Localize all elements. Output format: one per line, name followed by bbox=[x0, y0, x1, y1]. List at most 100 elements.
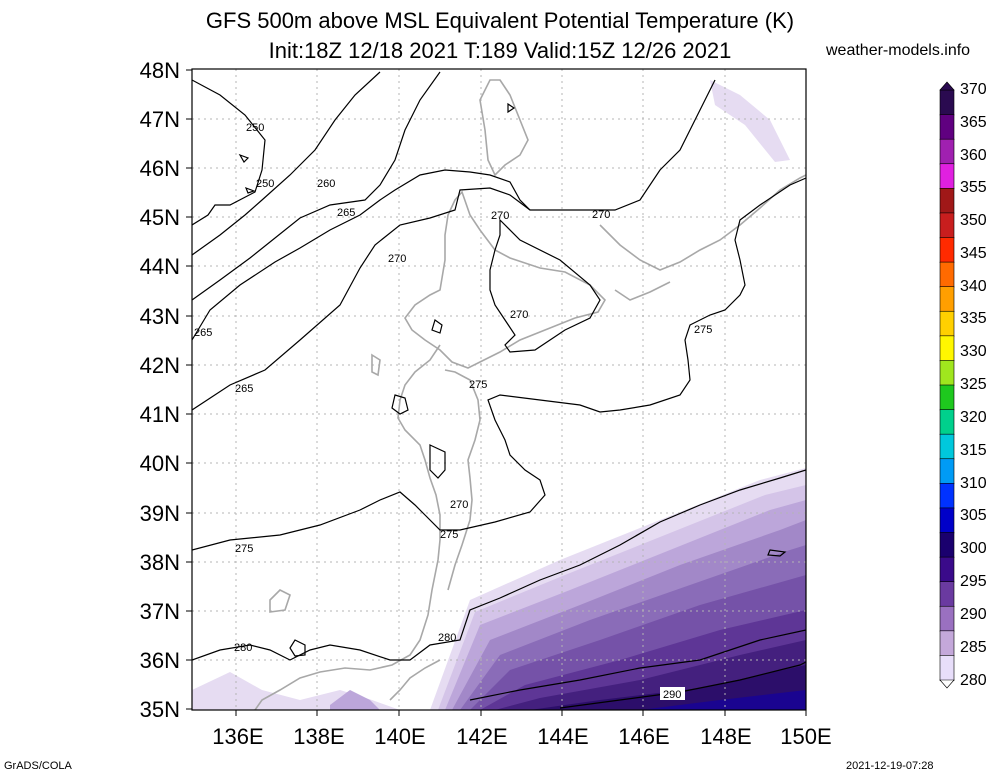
colorbar-label: 330 bbox=[960, 343, 987, 360]
contour-label: 280 bbox=[234, 642, 252, 654]
colorbar-swatch bbox=[939, 532, 955, 558]
map-title: GFS 500m above MSL Equivalent Potential … bbox=[205, 8, 795, 33]
contour-label: 290 bbox=[663, 689, 681, 701]
lat-label: 42N bbox=[140, 353, 180, 378]
colorbar-label: 350 bbox=[960, 212, 987, 229]
colorbar-swatch bbox=[939, 138, 955, 165]
lon-label: 142E bbox=[456, 724, 507, 749]
colorbar-swatch bbox=[939, 188, 955, 214]
lat-label: 45N bbox=[140, 205, 180, 230]
lat-label: 38N bbox=[140, 550, 180, 575]
lon-label: 138E bbox=[293, 724, 344, 749]
colorbar-label: 335 bbox=[960, 310, 987, 327]
contour-label: 265 bbox=[337, 207, 355, 219]
lon-label: 150E bbox=[780, 724, 831, 749]
lat-label: 46N bbox=[140, 156, 180, 181]
colorbar-swatch bbox=[939, 409, 955, 435]
lat-label: 40N bbox=[140, 451, 180, 476]
lat-label: 48N bbox=[140, 58, 180, 83]
contour-label: 260 bbox=[317, 178, 335, 190]
colorbar-top-arrow bbox=[939, 81, 955, 91]
contour-label: 275 bbox=[440, 529, 458, 541]
colorbar-swatch bbox=[939, 89, 955, 116]
lon-label: 148E bbox=[700, 724, 751, 749]
colorbar-label: 340 bbox=[960, 278, 987, 295]
coastlines bbox=[254, 79, 806, 710]
colorbar-swatch bbox=[939, 261, 955, 288]
contour-label: 275 bbox=[694, 324, 712, 336]
colorbar-label: 290 bbox=[960, 606, 987, 623]
lon-labels: 136E 138E 140E 142E 144E 146E 148E 150E bbox=[212, 724, 831, 749]
contour-label: 265 bbox=[235, 383, 253, 395]
colorbar-label: 295 bbox=[960, 573, 987, 590]
contour-label: 250 bbox=[256, 178, 274, 190]
colorbar-label: 300 bbox=[960, 540, 987, 557]
contour-lines bbox=[192, 71, 806, 709]
contour-label: 270 bbox=[388, 253, 406, 265]
contour-label-box bbox=[660, 687, 685, 700]
graticule bbox=[192, 69, 806, 710]
axis-ticks bbox=[186, 69, 807, 716]
colorbar-swatch bbox=[939, 212, 955, 239]
colorbar-label: 305 bbox=[960, 507, 987, 524]
contour-label: 270 bbox=[491, 210, 509, 222]
colorbar-label: 320 bbox=[960, 409, 987, 426]
colorbar-swatch bbox=[939, 483, 955, 509]
colorbar-label: 315 bbox=[960, 442, 987, 459]
contour-label: 275 bbox=[469, 379, 487, 391]
lon-label: 146E bbox=[618, 724, 669, 749]
contour-label: 265 bbox=[194, 327, 212, 339]
colorbar-swatch bbox=[939, 556, 955, 583]
contour-labels: 250 250 260 265 270 270 270 265 270 275 … bbox=[194, 122, 712, 701]
contour-label: 250 bbox=[246, 122, 264, 134]
shaded-field bbox=[192, 80, 806, 710]
map-subtitle: Init:18Z 12/18 2021 T:189 Valid:15Z 12/2… bbox=[268, 38, 732, 63]
colorbar-bottom-arrow bbox=[939, 679, 955, 689]
colorbar-swatch bbox=[939, 335, 955, 362]
colorbar-label: 365 bbox=[960, 114, 987, 131]
lat-label: 37N bbox=[140, 599, 180, 624]
colorbar-swatch bbox=[939, 384, 955, 411]
lat-labels: 48N 47N 46N 45N 44N 43N 42N 41N 40N 39N … bbox=[140, 58, 180, 722]
colorbar-label: 285 bbox=[960, 639, 987, 656]
colorbar bbox=[939, 81, 955, 689]
lat-label: 41N bbox=[140, 402, 180, 427]
colorbar-swatch bbox=[939, 581, 955, 608]
lat-label: 39N bbox=[140, 501, 180, 526]
lon-label: 136E bbox=[212, 724, 263, 749]
colorbar-swatch bbox=[939, 237, 955, 263]
colorbar-swatch bbox=[939, 433, 955, 460]
footer-timestamp: 2021-12-19-07:28 bbox=[846, 760, 934, 772]
contour-label: 270 bbox=[450, 499, 468, 511]
colorbar-label: 370 bbox=[960, 81, 987, 98]
lat-label: 43N bbox=[140, 304, 180, 329]
lon-label: 144E bbox=[537, 724, 588, 749]
contour-label: 270 bbox=[592, 209, 610, 221]
colorbar-swatch bbox=[939, 310, 955, 337]
lat-label: 35N bbox=[140, 697, 180, 722]
colorbar-label: 310 bbox=[960, 475, 987, 492]
lat-label: 47N bbox=[140, 107, 180, 132]
colorbar-swatch bbox=[939, 507, 955, 534]
colorbar-swatch bbox=[939, 655, 955, 681]
colorbar-swatch bbox=[939, 360, 955, 386]
colorbar-swatch bbox=[939, 605, 955, 632]
contour-label: 280 bbox=[438, 632, 456, 644]
plot-frame bbox=[191, 68, 807, 711]
site-credit: weather-models.info bbox=[826, 42, 971, 59]
colorbar-label: 345 bbox=[960, 245, 987, 262]
colorbar-swatch bbox=[939, 114, 955, 140]
colorbar-label: 360 bbox=[960, 147, 987, 164]
footer-software: GrADS/COLA bbox=[4, 760, 72, 772]
lat-label: 44N bbox=[140, 254, 180, 279]
contour-label: 275 bbox=[235, 543, 253, 555]
colorbar-label: 355 bbox=[960, 179, 987, 196]
colorbar-label: 325 bbox=[960, 376, 987, 393]
colorbar-swatch bbox=[939, 163, 955, 190]
colorbar-label: 280 bbox=[960, 672, 987, 689]
colorbar-swatch bbox=[939, 458, 955, 485]
lat-label: 36N bbox=[140, 648, 180, 673]
lon-label: 140E bbox=[374, 724, 425, 749]
colorbar-labels: 370 365 360 355 350 345 340 335 330 325 … bbox=[960, 81, 987, 689]
